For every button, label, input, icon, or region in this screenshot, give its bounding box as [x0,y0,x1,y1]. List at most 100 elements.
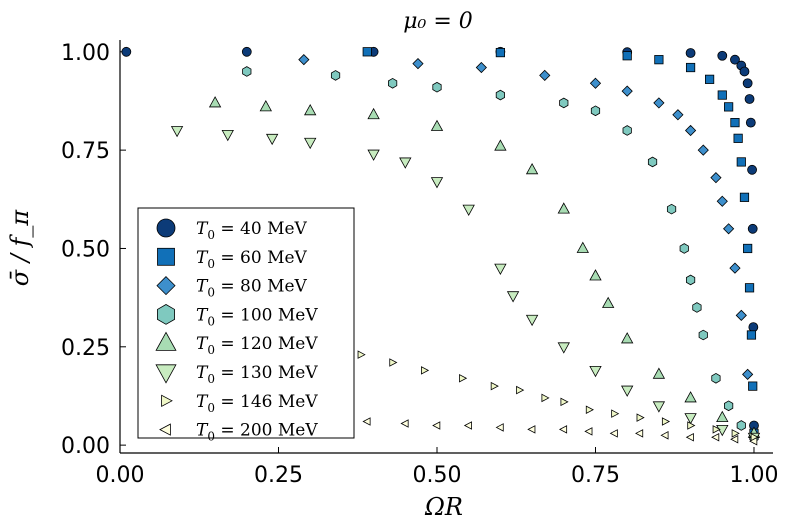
data-point [557,342,570,354]
data-point [304,137,317,150]
data-point [712,425,721,434]
axis-ticks: 0.00 0.25 0.50 0.75 1.00 0.00 0.25 0.50 0.75 1.00 [61,41,778,488]
data-point [685,433,694,442]
legend-label: T0 = 100 MeV [196,305,318,328]
chart-title: μ₀ = 0 [403,9,473,34]
data-point [621,85,633,97]
data-point [697,144,709,156]
data-point [611,409,620,418]
data-point [584,427,593,436]
y-tick-label: 0.50 [61,237,110,262]
data-point [685,274,696,286]
data-point [735,309,747,321]
data-point [589,269,602,281]
data-point [744,283,755,293]
data-point [475,61,487,74]
data-point [495,47,505,58]
data-point [730,54,740,65]
data-point [432,81,442,93]
data-point [685,62,696,73]
data-point [736,157,746,167]
legend-label: T0 = 120 MeV [196,334,318,357]
x-tick-label: 0.75 [571,463,620,488]
data-point [559,97,569,109]
data-point [724,102,734,112]
data-point [745,117,756,128]
x-tick-label: 0.25 [254,463,303,488]
series-0 [121,46,759,431]
y-tick-label: 0.25 [61,336,110,361]
data-point [739,192,750,202]
data-point [259,100,272,112]
data-point [748,381,758,391]
data-point [717,90,727,100]
data-point [241,46,252,57]
data-point [432,421,441,430]
data-point [748,322,759,333]
y-tick-label: 1.00 [61,41,110,66]
legend-marker [159,423,171,436]
data-point [685,48,696,58]
data-point [221,129,234,142]
data-point [716,424,729,437]
data-point [661,417,671,426]
legend-box [137,207,355,439]
legend-label: T0 = 146 MeV [196,392,318,415]
series-layer [121,46,761,446]
data-point [666,203,677,215]
data-point [654,55,664,65]
data-point [743,243,753,254]
legend-marker [155,331,177,351]
data-point [684,124,697,137]
data-point [621,385,634,397]
data-point [525,162,539,175]
data-point [746,330,757,340]
legend-marker [156,276,176,296]
data-point [367,107,380,120]
data-point [636,413,645,422]
data-point [749,436,758,446]
series-5 [170,126,761,445]
data-point [716,410,729,423]
legend-label: T0 = 130 MeV [196,363,318,386]
data-point [747,223,758,234]
data-point [679,243,689,254]
data-point [242,66,252,77]
data-point [412,57,424,70]
data-point [494,263,507,275]
data-point [516,385,525,395]
data-point [730,434,739,444]
data-point [621,332,634,344]
legend-label: T0 = 60 MeV [196,248,308,271]
legend-marker [156,218,176,238]
data-point [609,429,618,438]
series-7 [362,417,758,446]
data-point [717,50,728,61]
data-point [723,223,735,235]
series-4 [208,96,761,438]
data-point [729,262,741,274]
data-point [388,77,398,89]
legend-marker [157,304,175,325]
data-point [362,47,372,57]
data-point [711,372,721,384]
data-point [731,429,740,438]
legend-label: T0 = 200 MeV [196,421,318,444]
y-tick-label: 0.00 [61,434,110,459]
data-point [389,358,398,367]
data-point [430,177,444,189]
data-point [539,69,551,82]
data-point [672,109,684,121]
data-point [736,420,746,431]
x-tick-label: 1.00 [729,463,778,488]
data-point [430,119,444,131]
data-point [208,96,222,108]
data-point [733,133,743,143]
data-point [705,74,715,84]
data-point [421,366,430,375]
data-point [494,139,507,151]
data-point [710,172,722,184]
data-point [557,202,570,214]
data-point [459,374,468,383]
data-point [590,105,601,117]
